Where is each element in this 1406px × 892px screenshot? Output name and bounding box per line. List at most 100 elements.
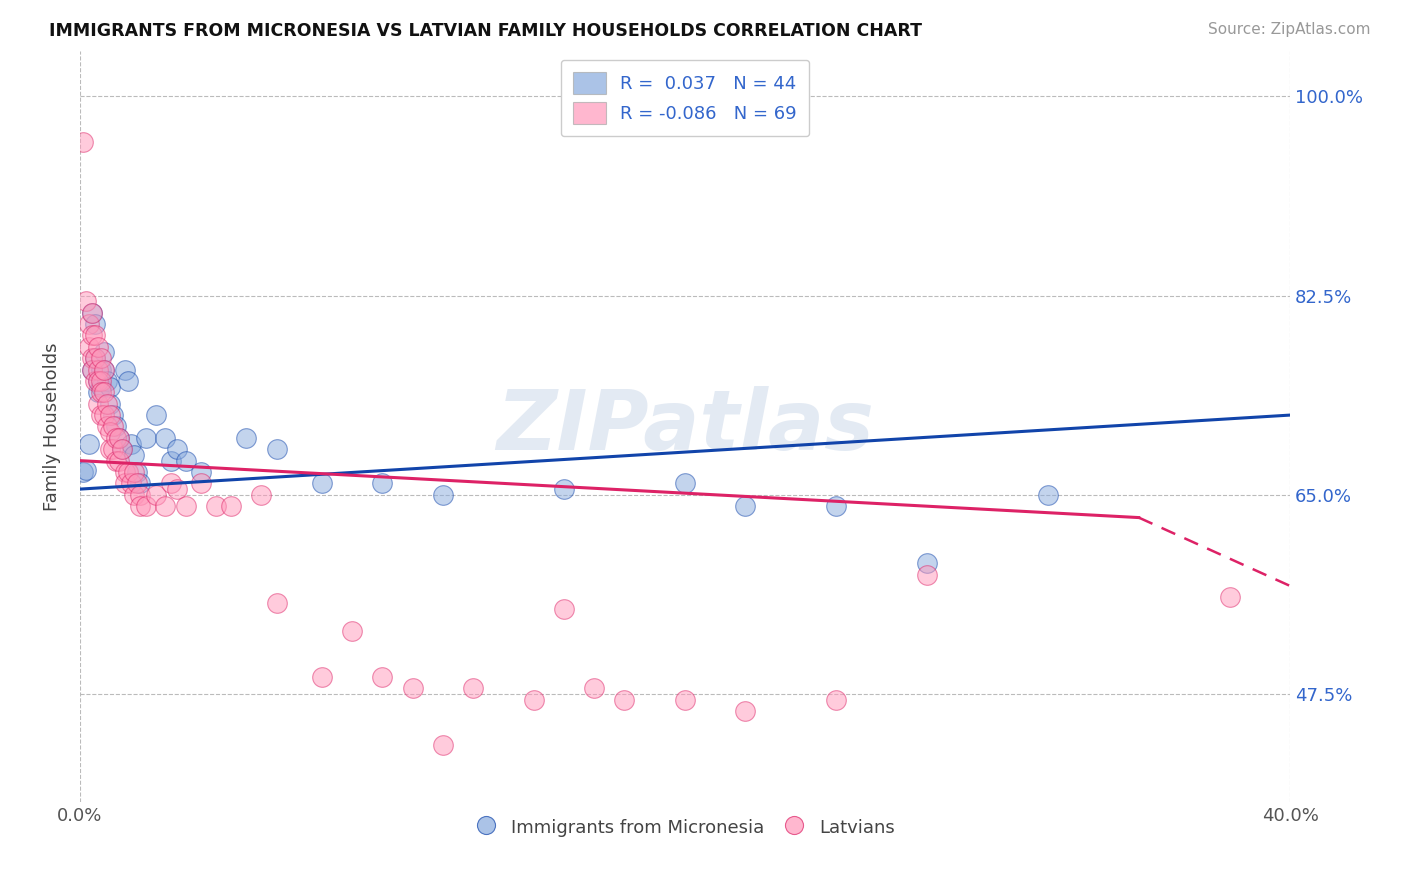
Legend: Immigrants from Micronesia, Latvians: Immigrants from Micronesia, Latvians <box>467 808 904 846</box>
Point <box>432 739 454 753</box>
Point <box>190 476 212 491</box>
Point <box>235 431 257 445</box>
Point <box>219 499 242 513</box>
Point <box>87 374 110 388</box>
Point <box>124 448 146 462</box>
Text: IMMIGRANTS FROM MICRONESIA VS LATVIAN FAMILY HOUSEHOLDS CORRELATION CHART: IMMIGRANTS FROM MICRONESIA VS LATVIAN FA… <box>49 22 922 40</box>
Point <box>90 374 112 388</box>
Point <box>673 476 696 491</box>
Point <box>673 693 696 707</box>
Point <box>174 499 197 513</box>
Point <box>120 476 142 491</box>
Point <box>463 681 485 696</box>
Point <box>135 499 157 513</box>
Text: ZIPatlas: ZIPatlas <box>496 386 875 467</box>
Point <box>96 419 118 434</box>
Point <box>825 693 848 707</box>
Point <box>432 488 454 502</box>
Point <box>84 374 107 388</box>
Point <box>101 419 124 434</box>
Point <box>166 482 188 496</box>
Y-axis label: Family Households: Family Households <box>44 343 60 511</box>
Point <box>153 499 176 513</box>
Point <box>734 704 756 718</box>
Point <box>523 693 546 707</box>
Point <box>371 670 394 684</box>
Point <box>117 465 139 479</box>
Point <box>77 317 100 331</box>
Point <box>84 351 107 366</box>
Point <box>127 476 149 491</box>
Point <box>145 488 167 502</box>
Point <box>84 328 107 343</box>
Point <box>111 442 134 457</box>
Point <box>153 431 176 445</box>
Point <box>84 317 107 331</box>
Point <box>734 499 756 513</box>
Point <box>98 397 121 411</box>
Point <box>401 681 423 696</box>
Point <box>87 397 110 411</box>
Point <box>87 385 110 400</box>
Point <box>124 465 146 479</box>
Point <box>190 465 212 479</box>
Point <box>80 362 103 376</box>
Point <box>129 499 152 513</box>
Point <box>124 488 146 502</box>
Point <box>613 693 636 707</box>
Point <box>553 482 575 496</box>
Text: Source: ZipAtlas.com: Source: ZipAtlas.com <box>1208 22 1371 37</box>
Point <box>145 408 167 422</box>
Point <box>105 431 128 445</box>
Point <box>101 442 124 457</box>
Point <box>129 476 152 491</box>
Point <box>80 362 103 376</box>
Point <box>93 408 115 422</box>
Point <box>127 465 149 479</box>
Point <box>72 135 94 149</box>
Point <box>80 328 103 343</box>
Point <box>108 431 131 445</box>
Point <box>93 362 115 376</box>
Point <box>1218 591 1240 605</box>
Point <box>96 397 118 411</box>
Point <box>114 476 136 491</box>
Point <box>266 596 288 610</box>
Point <box>98 425 121 439</box>
Point <box>80 351 103 366</box>
Point <box>98 442 121 457</box>
Point <box>266 442 288 457</box>
Point <box>105 419 128 434</box>
Point <box>80 305 103 319</box>
Point <box>1036 488 1059 502</box>
Point <box>96 374 118 388</box>
Point <box>90 351 112 366</box>
Point <box>915 567 938 582</box>
Point <box>75 463 97 477</box>
Point <box>77 436 100 450</box>
Point <box>90 408 112 422</box>
Point <box>75 294 97 309</box>
Point <box>111 442 134 457</box>
Point <box>166 442 188 457</box>
Point <box>90 379 112 393</box>
Point <box>159 453 181 467</box>
Point <box>129 488 152 502</box>
Point <box>553 601 575 615</box>
Point <box>108 431 131 445</box>
Point <box>825 499 848 513</box>
Point <box>93 385 115 400</box>
Point <box>77 340 100 354</box>
Point <box>87 340 110 354</box>
Point <box>371 476 394 491</box>
Point <box>205 499 228 513</box>
Point <box>84 351 107 366</box>
Point <box>340 624 363 639</box>
Point <box>250 488 273 502</box>
Point <box>98 408 121 422</box>
Point <box>105 453 128 467</box>
Point <box>90 362 112 376</box>
Point <box>311 670 333 684</box>
Point <box>159 476 181 491</box>
Point <box>93 362 115 376</box>
